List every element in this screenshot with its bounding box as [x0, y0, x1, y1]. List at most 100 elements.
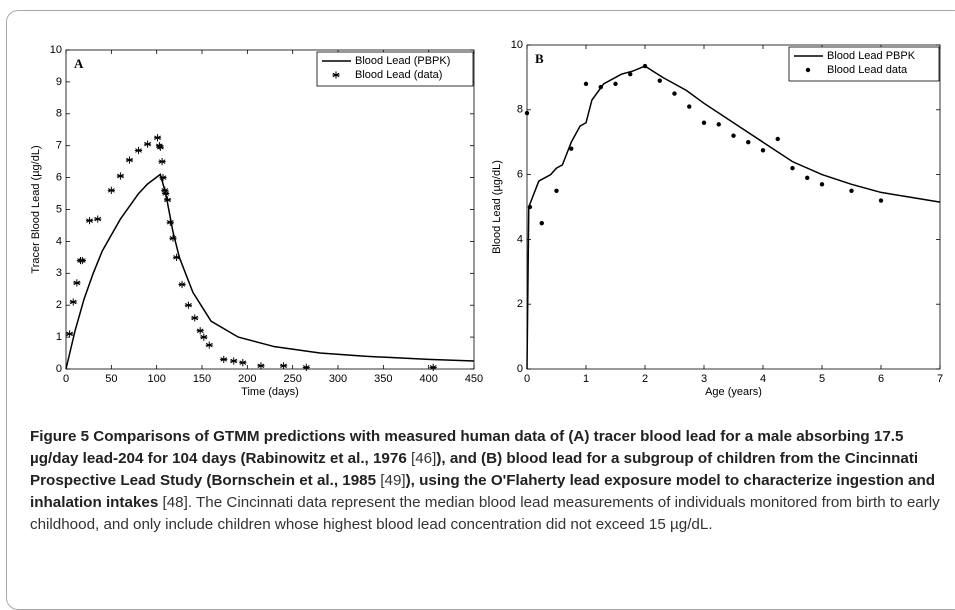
- caption-text: ), and (B) blood lead for a subgroup of …: [30, 450, 919, 489]
- data-point: [527, 204, 533, 210]
- data-point: [701, 120, 707, 125]
- panel-label: A: [74, 56, 84, 71]
- y-tick-label: 2: [56, 299, 62, 311]
- caption-text: [49]: [380, 472, 406, 489]
- x-tick-label: 450: [465, 373, 483, 385]
- x-tick-label: 3: [701, 373, 707, 385]
- caption-text: Comparisons of GTMM predictions with mea…: [30, 428, 904, 467]
- data-point: [73, 279, 81, 287]
- y-tick-label: 7: [56, 140, 62, 152]
- legend-swatch: [805, 67, 811, 73]
- y-tick-label: 6: [56, 172, 62, 184]
- caption-text: [48]. The Cincinnati data represent the …: [30, 494, 940, 533]
- data-point: [125, 156, 134, 164]
- data-point: [280, 362, 288, 370]
- legend-label: Blood Lead data: [827, 64, 908, 76]
- data-point: [184, 301, 192, 309]
- plot-area: [526, 44, 941, 370]
- data-point: [849, 188, 854, 193]
- data-point: [191, 314, 199, 322]
- data-point: [69, 298, 77, 306]
- data-point: [657, 78, 662, 83]
- data-point: [230, 357, 238, 365]
- panel-label: B: [535, 51, 544, 66]
- data-point: [628, 71, 633, 77]
- legend-box: [788, 46, 940, 82]
- y-tick-label: 3: [56, 267, 62, 279]
- data-point: [878, 198, 884, 203]
- data-point: [775, 136, 780, 142]
- data-point: [196, 327, 204, 335]
- data-point: [158, 158, 166, 166]
- data-point: [598, 84, 603, 90]
- data-point: [66, 330, 74, 338]
- x-tick-label: 7: [937, 373, 943, 385]
- data-point: [239, 359, 247, 367]
- y-tick-label: 1: [56, 331, 62, 343]
- data-point: [746, 140, 751, 145]
- y-tick-label: 2: [517, 298, 523, 310]
- x-tick-label: 0: [524, 373, 530, 385]
- data-point: [94, 215, 102, 223]
- data-point: [569, 146, 574, 151]
- legend-box: [316, 51, 474, 87]
- data-point: [178, 280, 186, 289]
- legend-label: Blood Lead (data): [355, 69, 442, 81]
- caption-text: Figure 5: [30, 428, 90, 445]
- x-tick-label: 150: [193, 373, 211, 385]
- x-tick-label: 300: [329, 373, 347, 385]
- data-point: [153, 134, 162, 142]
- x-tick-label: 250: [283, 373, 301, 385]
- data-point: [162, 189, 170, 198]
- data-point: [200, 333, 208, 341]
- data-point: [687, 104, 692, 109]
- x-tick-label: 200: [238, 373, 256, 385]
- x-tick-label: 400: [419, 373, 437, 385]
- data-point: [144, 140, 152, 148]
- y-tick-label: 4: [56, 235, 62, 247]
- data-point: [163, 196, 172, 204]
- data-point: [642, 63, 648, 69]
- data-point: [78, 256, 86, 265]
- data-point: [159, 174, 167, 182]
- data-point: [524, 110, 530, 116]
- legend-label: Blood Lead PBPK: [827, 50, 916, 62]
- data-line: [65, 173, 475, 370]
- data-line: [526, 65, 941, 370]
- data-point: [205, 341, 213, 349]
- data-point: [156, 143, 164, 151]
- y-axis-label: Tracer Blood Lead (µg/dL): [30, 145, 42, 273]
- data-point: [716, 122, 721, 127]
- y-tick-label: 8: [56, 108, 62, 120]
- data-point: [429, 363, 437, 372]
- data-point: [613, 81, 618, 87]
- y-axis-label: Blood Lead (µg/dL): [491, 160, 503, 254]
- data-point: [554, 188, 559, 193]
- x-tick-label: 0: [63, 373, 69, 385]
- data-point: [116, 172, 124, 180]
- data-point: [790, 165, 795, 171]
- legend-label: Blood Lead (PBPK): [355, 55, 450, 67]
- data-point: [539, 221, 544, 226]
- caption-text: [46]: [411, 450, 437, 467]
- y-tick-label: 10: [511, 39, 523, 51]
- x-tick-label: 2: [642, 373, 648, 385]
- y-tick-label: 9: [56, 76, 62, 88]
- data-point: [583, 81, 589, 87]
- y-tick-label: 0: [517, 363, 523, 375]
- data-point: [85, 217, 94, 225]
- y-tick-label: 0: [56, 363, 62, 375]
- data-point: [107, 186, 115, 194]
- data-point: [760, 148, 766, 153]
- figure: 0 50 100 150 200 250 300 350 400 450012345678910T…: [30, 39, 943, 398]
- data-point: [819, 182, 825, 187]
- data-point: [173, 253, 181, 261]
- x-tick-label: 350: [374, 373, 392, 385]
- y-tick-label: 5: [56, 203, 62, 215]
- data-point: [220, 355, 228, 364]
- x-tick-label: 50: [105, 373, 117, 385]
- x-tick-label: 4: [760, 373, 766, 385]
- data-point: [257, 362, 265, 370]
- x-axis-label: Age (years): [705, 386, 762, 398]
- data-point: [155, 142, 163, 150]
